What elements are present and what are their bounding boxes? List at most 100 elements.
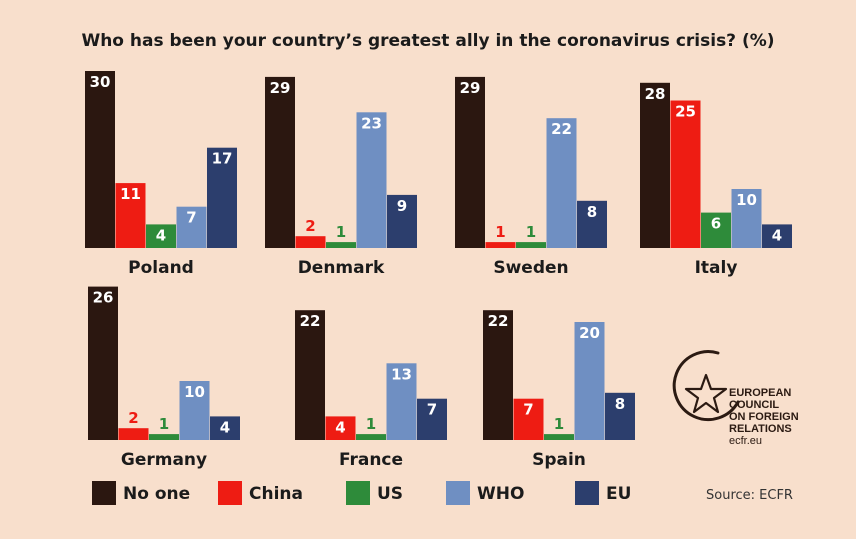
bar-sweden-us (516, 242, 546, 248)
bar-france-us (356, 434, 386, 440)
bar-spain-who (574, 322, 605, 440)
bar-sweden-eu (577, 200, 607, 248)
panel-france: 22 4 1 13 7 France (295, 310, 447, 470)
country-label: Denmark (298, 258, 385, 278)
panel-denmark: 29 2 1 23 9 Denmark (265, 76, 417, 278)
legend-swatch (218, 481, 242, 505)
legend-swatch (92, 481, 116, 505)
bar-sweden-china (485, 242, 516, 248)
country-label: Italy (695, 258, 738, 278)
source-note: Source: ECFR (706, 488, 793, 503)
bar-germany-china (118, 428, 149, 440)
value-label: 22 (551, 120, 572, 138)
country-label: Poland (128, 258, 194, 278)
bar-germany-eu (210, 416, 240, 440)
legend-item-who: WHO (446, 481, 524, 505)
value-label: 23 (361, 114, 382, 132)
bar-italy-who (731, 189, 762, 248)
bar-spain-china (513, 398, 544, 440)
panel-spain: 22 7 1 20 8 Spain (483, 310, 635, 470)
country-label: Spain (532, 450, 586, 470)
bar-poland-china (115, 183, 146, 248)
legend-item-eu: EU (575, 481, 631, 505)
legend: No one China US WHO EU (92, 481, 631, 505)
legend-item-china: China (218, 481, 303, 505)
bar-germany-us (149, 434, 179, 440)
bar-france-china (325, 416, 356, 440)
bar-spain-us (544, 434, 574, 440)
value-label: 29 (270, 79, 291, 97)
bar-poland-no-one (85, 71, 115, 248)
logo-line-4: RELATIONS (729, 423, 792, 435)
legend-label: No one (123, 484, 190, 504)
value-label: 17 (212, 150, 233, 168)
value-label: 10 (184, 383, 205, 401)
value-label: 1 (526, 223, 536, 241)
bar-france-eu (417, 398, 447, 440)
bar-denmark-china (295, 236, 326, 248)
value-label: 1 (495, 223, 505, 241)
value-label: 2 (305, 217, 315, 235)
value-label: 1 (159, 415, 169, 433)
value-label: 22 (300, 312, 321, 330)
value-label: 25 (675, 103, 696, 121)
legend-swatch (346, 481, 370, 505)
value-label: 29 (460, 79, 481, 97)
value-label: 26 (93, 289, 114, 307)
legend-label: China (249, 484, 303, 504)
bar-poland-us (146, 224, 176, 248)
value-label: 4 (772, 226, 782, 244)
panel-sweden: 29 1 1 22 8 Sweden (455, 76, 607, 278)
legend-item-us: US (346, 481, 403, 505)
bar-italy-no-one (640, 82, 670, 248)
bar-sweden-who (546, 118, 577, 248)
bar-france-no-one (295, 310, 325, 440)
logo-line-2: COUNCIL (729, 399, 779, 411)
bar-italy-china (670, 100, 701, 248)
bar-italy-us (701, 212, 731, 248)
bar-france-who (386, 363, 417, 440)
value-label: 2 (128, 409, 138, 427)
bar-italy-eu (762, 224, 792, 248)
value-label: 1 (554, 415, 564, 433)
bar-poland-who (176, 206, 207, 248)
country-label: France (339, 450, 403, 470)
value-label: 9 (397, 197, 407, 215)
bar-denmark-who (356, 112, 387, 248)
bar-spain-eu (605, 392, 635, 440)
legend-label: EU (606, 484, 631, 504)
value-label: 8 (615, 395, 625, 413)
value-label: 10 (736, 191, 757, 209)
value-label: 20 (579, 324, 600, 342)
value-label: 4 (220, 418, 230, 436)
bar-germany-no-one (88, 286, 118, 440)
panel-poland: 30 11 4 7 17 Poland (85, 71, 237, 278)
value-label: 1 (366, 415, 376, 433)
bar-sweden-no-one (455, 76, 485, 249)
value-label: 1 (336, 223, 346, 241)
logo-url: ecfr.eu (729, 435, 762, 447)
value-label: 28 (645, 85, 666, 103)
chart-title: Who has been your country’s greatest all… (81, 31, 774, 51)
legend-item-no-one: No one (92, 481, 190, 505)
value-label: 4 (335, 418, 345, 436)
value-label: 30 (90, 73, 111, 91)
bar-denmark-no-one (265, 76, 295, 249)
bar-germany-who (179, 381, 210, 440)
value-label: 8 (587, 203, 597, 221)
value-label: 7 (186, 209, 196, 227)
legend-label: WHO (477, 484, 524, 504)
bar-spain-no-one (483, 310, 513, 440)
value-label: 4 (156, 226, 166, 244)
star-circle-icon (672, 350, 740, 422)
bar-denmark-eu (387, 194, 417, 248)
value-label: 13 (391, 365, 412, 383)
country-label: Sweden (493, 258, 568, 278)
legend-swatch (575, 481, 599, 505)
value-label: 6 (711, 215, 721, 233)
value-label: 7 (427, 401, 437, 419)
bar-denmark-us (326, 242, 356, 248)
ecfr-logo: EUROPEAN COUNCIL ON FOREIGN RELATIONS ec… (672, 350, 799, 447)
legend-label: US (377, 484, 403, 504)
